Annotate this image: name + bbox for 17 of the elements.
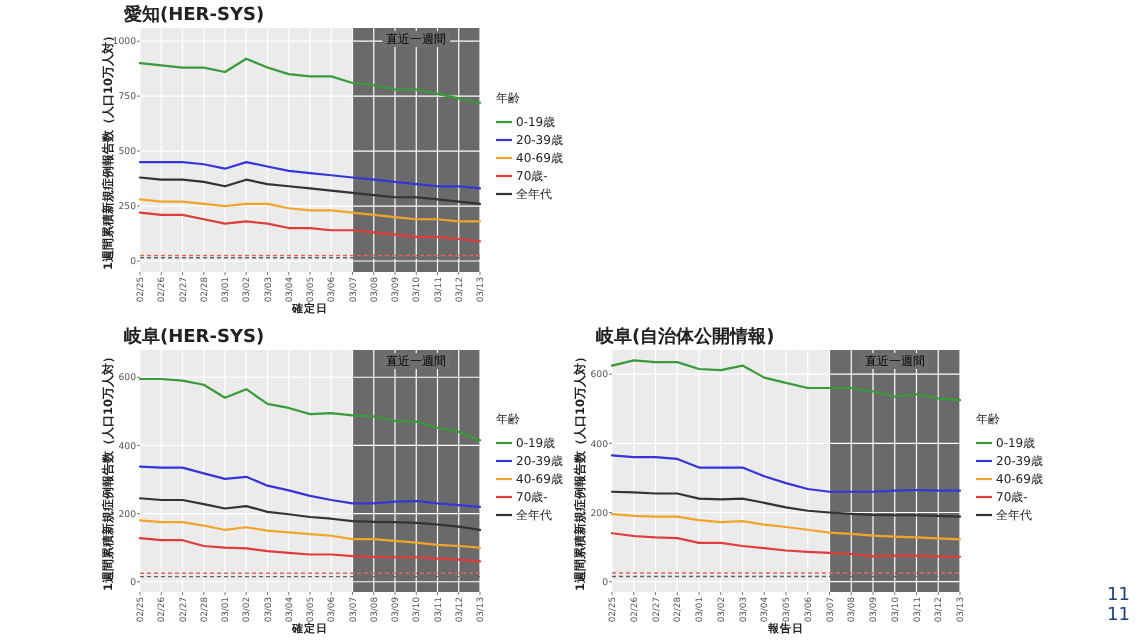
line-series — [138, 519, 482, 549]
line-series — [138, 465, 482, 508]
line-series — [138, 198, 482, 223]
text: 11 — [1107, 606, 1130, 626]
chart-title: 愛知(HER-SYS) — [124, 4, 265, 26]
line-series — [138, 57, 482, 104]
line-series — [610, 532, 962, 558]
line-series — [610, 359, 962, 402]
line-series — [610, 454, 962, 493]
line-series — [138, 211, 482, 243]
chart-title: 岐阜(自治体公開情報) — [596, 326, 775, 348]
line-series — [138, 377, 482, 442]
line-series — [138, 161, 482, 190]
line-series — [610, 513, 962, 541]
line-series — [138, 537, 482, 563]
chart-title: 岐阜(HER-SYS) — [124, 326, 265, 348]
text: 11 — [1107, 586, 1130, 606]
